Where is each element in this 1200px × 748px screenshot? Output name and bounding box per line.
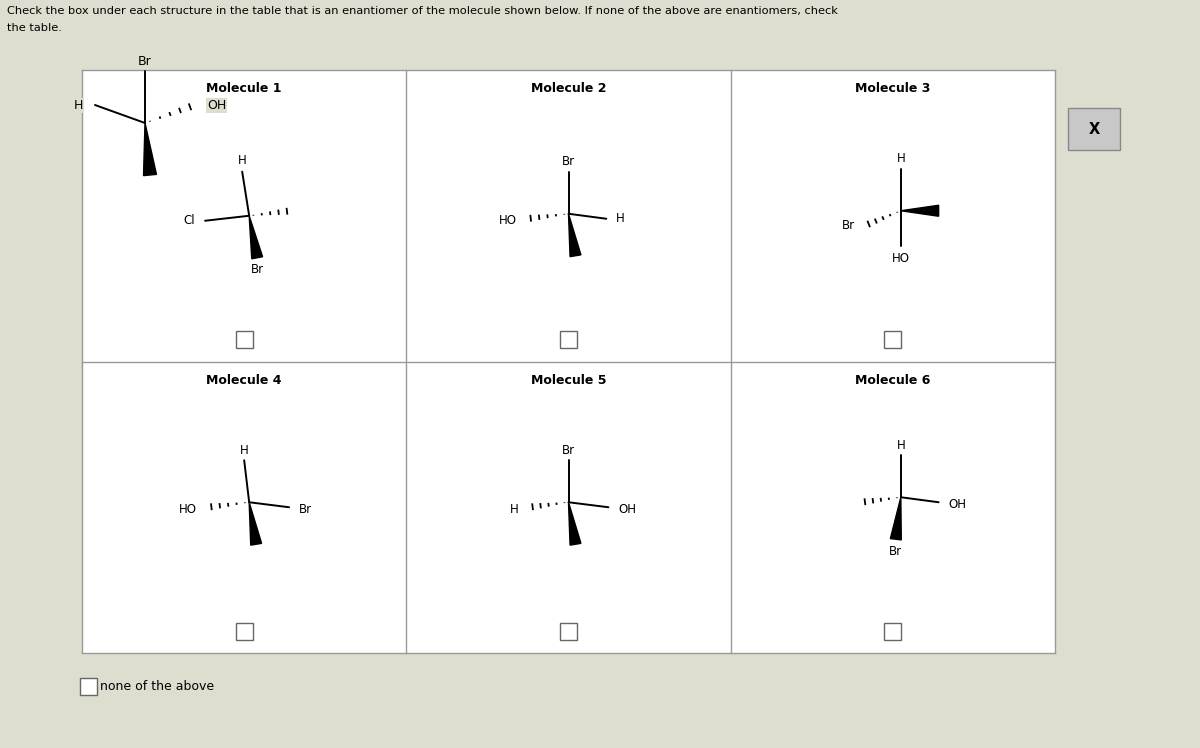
Polygon shape	[901, 205, 938, 216]
Bar	[1068, 108, 1120, 150]
Bar	[731, 361, 1055, 653]
Bar	[560, 622, 577, 640]
Text: Molecule 2: Molecule 2	[530, 82, 606, 95]
Text: Br: Br	[138, 55, 152, 67]
Polygon shape	[569, 214, 581, 257]
Text: X: X	[1088, 121, 1099, 136]
Polygon shape	[890, 497, 901, 540]
Text: none of the above: none of the above	[100, 679, 214, 693]
Bar	[407, 361, 731, 653]
Text: Br: Br	[842, 219, 856, 232]
Text: Molecule 1: Molecule 1	[206, 82, 282, 95]
Text: H: H	[240, 444, 248, 457]
Text: Cl: Cl	[184, 214, 196, 227]
Polygon shape	[144, 123, 156, 176]
Bar	[235, 331, 253, 348]
Bar	[235, 622, 253, 640]
Text: H: H	[510, 503, 518, 516]
Polygon shape	[250, 215, 263, 259]
Polygon shape	[569, 502, 581, 545]
Text: the table.: the table.	[7, 23, 62, 33]
Text: HO: HO	[892, 252, 910, 265]
Text: HO: HO	[498, 214, 516, 227]
Text: H: H	[896, 153, 905, 165]
Text: OH: OH	[206, 99, 227, 111]
Text: HO: HO	[179, 503, 197, 516]
Text: H: H	[73, 99, 83, 111]
Bar	[407, 70, 731, 361]
Bar	[731, 70, 1055, 361]
Text: H: H	[238, 154, 246, 167]
Bar	[884, 622, 901, 640]
Text: Br: Br	[299, 503, 312, 516]
Bar	[79, 678, 96, 694]
Text: Br: Br	[562, 444, 575, 457]
Bar	[82, 361, 407, 653]
Text: OH: OH	[949, 497, 967, 511]
Text: OH: OH	[618, 503, 636, 516]
Bar	[560, 331, 577, 348]
Bar	[82, 70, 407, 361]
Text: Br: Br	[251, 263, 264, 276]
Text: Br: Br	[562, 156, 575, 168]
Text: Molecule 3: Molecule 3	[856, 82, 930, 95]
Polygon shape	[250, 502, 262, 545]
Text: Br: Br	[889, 545, 902, 558]
Bar	[884, 331, 901, 348]
Text: H: H	[617, 212, 625, 225]
Text: H: H	[896, 439, 905, 452]
Text: Molecule 4: Molecule 4	[206, 373, 282, 387]
Text: Check the box under each structure in the table that is an enantiomer of the mol: Check the box under each structure in th…	[7, 6, 838, 16]
Text: Molecule 6: Molecule 6	[856, 373, 930, 387]
Text: Molecule 5: Molecule 5	[530, 373, 606, 387]
